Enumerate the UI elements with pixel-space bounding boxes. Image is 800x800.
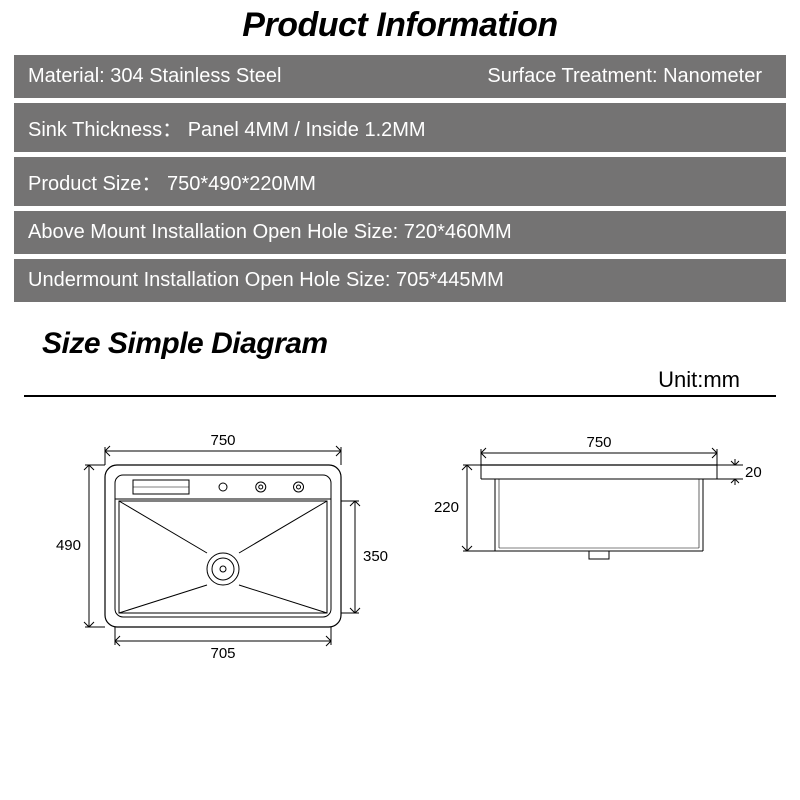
spec-label: Material: — [28, 65, 105, 87]
spec-value: 720*460MM — [404, 221, 512, 243]
spec-table: Material: 304 Stainless Steel Surface Tr… — [0, 55, 800, 302]
spec-row: Undermount Installation Open Hole Size: … — [14, 259, 786, 302]
sink-side-view-diagram: 750 20 220 — [411, 425, 771, 605]
spec-label: Product Size： — [28, 173, 161, 195]
svg-text:490: 490 — [56, 537, 81, 554]
section-title: Size Simple Diagram — [0, 307, 800, 367]
spec-value: 304 Stainless Steel — [110, 65, 281, 87]
spec-value: Nanometer — [663, 65, 762, 87]
sink-top-view-diagram: 750 490 350 705 — [29, 425, 389, 685]
svg-text:220: 220 — [434, 499, 459, 516]
svg-text:750: 750 — [210, 432, 235, 449]
page-title: Product Information — [0, 0, 800, 55]
spec-label: Above Mount Installation Open Hole Size: — [28, 221, 398, 243]
svg-text:750: 750 — [586, 434, 611, 451]
spec-label: Surface Treatment: — [487, 65, 657, 87]
spec-row: Sink Thickness： Panel 4MM / Inside 1.2MM — [14, 103, 786, 152]
spec-value: 705*445MM — [396, 269, 504, 291]
spec-row: Material: 304 Stainless Steel Surface Tr… — [14, 55, 786, 98]
svg-text:20: 20 — [745, 464, 762, 481]
spec-label: Sink Thickness： — [28, 119, 182, 141]
spec-label: Undermount Installation Open Hole Size: — [28, 269, 390, 291]
svg-text:350: 350 — [363, 548, 388, 565]
spec-value: 750*490*220MM — [167, 173, 316, 195]
spec-row: Above Mount Installation Open Hole Size:… — [14, 211, 786, 254]
svg-text:705: 705 — [210, 645, 235, 662]
unit-label: Unit:mm — [0, 367, 800, 395]
spec-row: Product Size： 750*490*220MM — [14, 157, 786, 206]
spec-value: Panel 4MM / Inside 1.2MM — [188, 119, 426, 141]
